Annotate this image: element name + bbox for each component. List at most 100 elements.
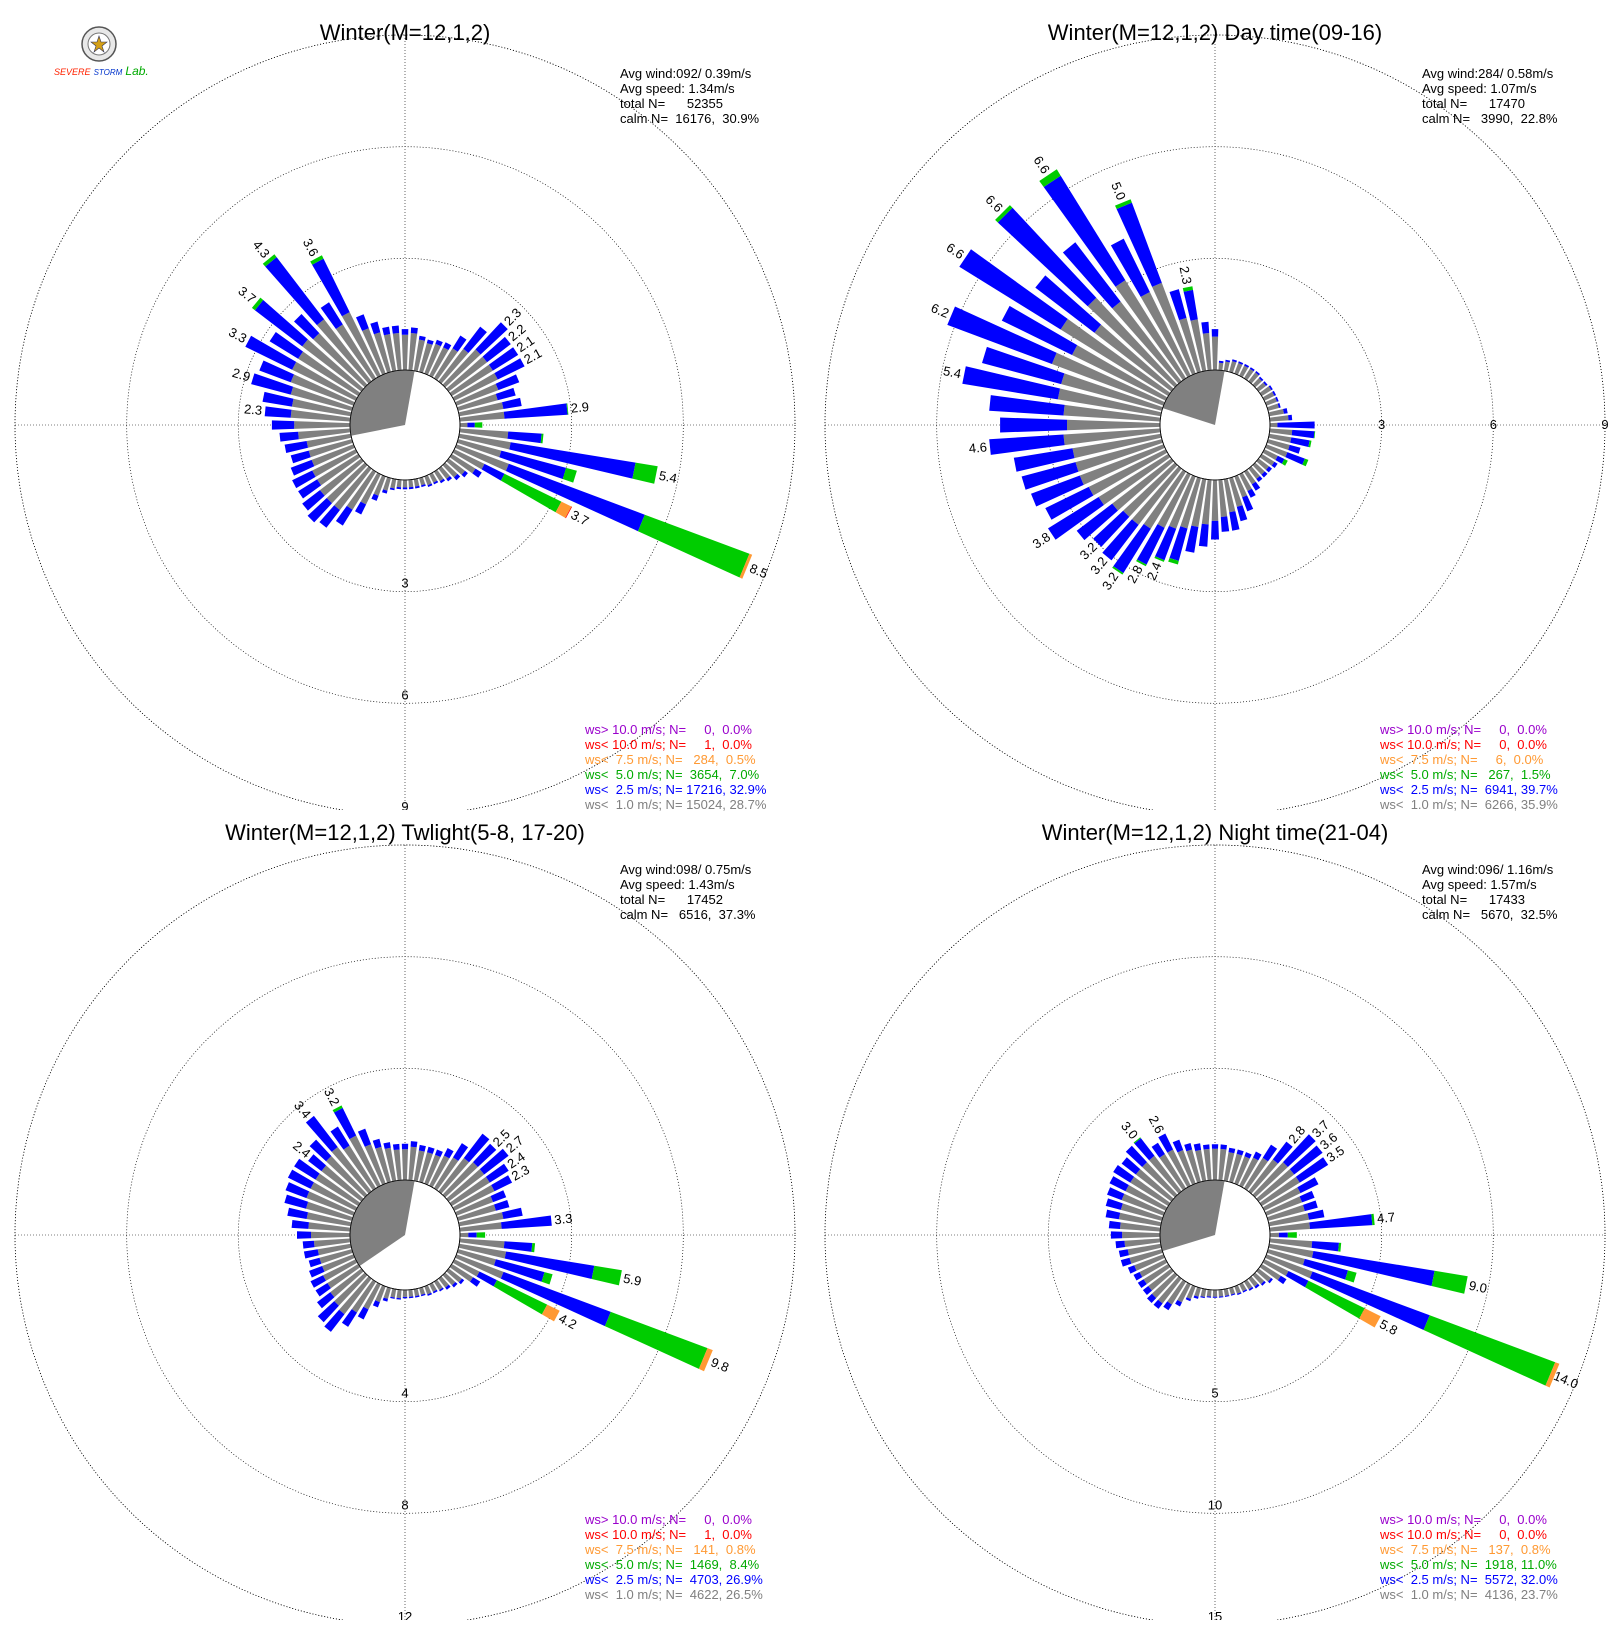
legend-entry: ws< 1.0 m/s; N= 4136, 23.7%: [1380, 1587, 1558, 1602]
wind-bar-segment: [502, 1207, 523, 1219]
wind-bar-segment: [1110, 1231, 1123, 1239]
wind-bar-segment: [1218, 360, 1224, 364]
wind-bar-segment: [1243, 1157, 1268, 1191]
bar-value-label: 3.2: [321, 1085, 343, 1108]
wind-bar-segment: [1191, 478, 1207, 527]
wind-bar-segment: [1234, 363, 1243, 375]
wind-bar-segment: [458, 1278, 465, 1285]
wind-bar-segment: [290, 459, 315, 476]
wind-bar-segment: [331, 1147, 372, 1194]
wind-bar-segment: [1270, 422, 1278, 428]
stats-block: Avg wind:092/ 0.39m/s Avg speed: 1.34m/s t…: [620, 66, 759, 126]
stats-block: Avg wind:096/ 1.16m/s Avg speed: 1.57m/s t…: [1422, 862, 1558, 922]
wind-bar-segment: [262, 254, 277, 267]
wind-bar-segment: [1272, 390, 1277, 396]
wind-bar-segment: [349, 1135, 381, 1188]
wind-bar-segment: [1190, 319, 1207, 372]
wind-bar-segment: [265, 257, 325, 326]
wind-bar-segment: [1093, 510, 1130, 547]
wind-bar-segment: [402, 1290, 408, 1297]
wind-rose-panel-day: 3 6 9 2.4 2.8 3.2 3.2 3.2 3.8 4.6 5.4 6.2 6.6 6.6 6.6 5…: [810, 0, 1620, 812]
wind-bar-segment: [1309, 1214, 1373, 1229]
legend: ws> 10.0 m/s; N= 0, 0.0% ws< 10.0 m/s; N=…: [1380, 722, 1558, 812]
wind-bar-segment: [531, 1243, 536, 1253]
wind-bar-segment: [324, 1309, 345, 1332]
wind-bar-segment: [1267, 1204, 1305, 1221]
wind-bar-segment: [1299, 1190, 1315, 1203]
wind-bar-segment: [1177, 1282, 1191, 1303]
wind-bar-segment: [297, 1231, 311, 1239]
severe-storm-lab-logo: SEVERE STORM Lab.: [54, 24, 149, 86]
calm-circle-outline: [349, 1179, 461, 1291]
wind-bar-segment: [1067, 419, 1160, 431]
wind-bar-segment: [1243, 1279, 1253, 1290]
wind-bar-segment: [1302, 458, 1309, 467]
wind-bar-segment: [1061, 373, 1163, 411]
wind-bar-segment: [308, 1222, 351, 1232]
bar-value-label: 3.7: [568, 507, 591, 529]
wind-bar-segment: [1290, 437, 1310, 447]
wind-bar-segment: [1154, 556, 1165, 562]
stats-avg-wind: Avg wind:096/ 1.16m/s: [1422, 862, 1554, 877]
wind-bar-segment: [1013, 448, 1075, 472]
wind-bar-segment: [1120, 1203, 1163, 1221]
wind-bar-segment: [989, 395, 1065, 416]
wind-bar-segment: [479, 1148, 509, 1175]
wind-bar-segment: [1168, 558, 1179, 565]
stats-avg-speed: Avg speed: 1.07m/s: [1422, 81, 1537, 96]
wind-bar-segment: [989, 434, 1065, 455]
wind-bar-segment: [499, 450, 567, 479]
wind-bar-segment: [245, 335, 297, 370]
wind-bar-segment: [1252, 378, 1262, 388]
wind-bar-segment: [1116, 202, 1162, 287]
legend-entry: ws> 10.0 m/s; N= 0, 0.0%: [585, 722, 752, 737]
wind-bar-segment: [433, 469, 444, 482]
wind-bar-segment: [1182, 286, 1193, 292]
wind-bar-segment: [540, 433, 544, 444]
wind-bar-segment: [433, 480, 439, 485]
wind-bar-segment: [390, 1296, 395, 1299]
ring-label: 6: [1490, 417, 1497, 432]
wind-bar-segment: [443, 1148, 454, 1159]
wind-bar-segment: [481, 463, 505, 481]
wind-bar-segment: [319, 505, 340, 528]
wind-bar-segment: [457, 393, 498, 411]
ring-label: 6: [401, 687, 408, 702]
wind-bar-segment: [698, 1348, 713, 1372]
wind-rose-panel-all: 3 6 9 2.3 2.2 2.1 2.1 2.9 5.4 8.5 3.7 2.3 2.9 3.3 3.7 4…: [0, 0, 810, 812]
grid-ring: [237, 257, 573, 593]
wind-bar-segment: [1193, 1143, 1202, 1151]
legend-entry: ws< 7.5 m/s; N= 284, 0.5%: [585, 752, 756, 767]
wind-bar-segment: [1229, 1153, 1243, 1183]
wind-bar-segment: [413, 339, 425, 372]
wind-bar-segment: [392, 333, 402, 371]
wind-bar-segment: [1151, 1142, 1165, 1158]
bar-value-label: 3.4: [291, 1098, 314, 1121]
wind-bar-segment: [1212, 1148, 1218, 1180]
wind-bar-segment: [1180, 477, 1201, 529]
wind-bar-segment: [1186, 1149, 1201, 1183]
wind-bar-segment: [442, 349, 481, 388]
wind-bar-segment: [1136, 559, 1147, 567]
wind-bar-segment: [429, 472, 438, 483]
wind-bar-segment: [591, 1265, 622, 1286]
wind-bar-segment: [269, 332, 303, 359]
wind-bar-segment: [306, 1191, 355, 1216]
wind-bar-segment: [1202, 333, 1212, 371]
wind-bar-segment: [449, 364, 493, 397]
wind-bar-segment: [335, 505, 353, 526]
wind-bar-segment: [1229, 477, 1243, 507]
wind-bar-segment: [1094, 324, 1174, 392]
wind-bar-segment: [1268, 433, 1292, 443]
wind-bar-segment: [1309, 1271, 1430, 1330]
wind-bar-segment: [317, 1301, 339, 1323]
wind-bar-segment: [446, 356, 488, 392]
wind-bar-segment: [452, 335, 467, 352]
legend-entry: ws> 10.0 m/s; N= 0, 0.0%: [585, 1512, 752, 1527]
wind-bar-segment: [457, 1249, 496, 1266]
wind-bar-segment: [1265, 444, 1288, 458]
wind-bar-segment: [1123, 462, 1178, 517]
wind-bar-segment: [461, 470, 468, 478]
wind-bar-segment: [1121, 1193, 1165, 1216]
wind-bar-segment: [1308, 440, 1312, 448]
